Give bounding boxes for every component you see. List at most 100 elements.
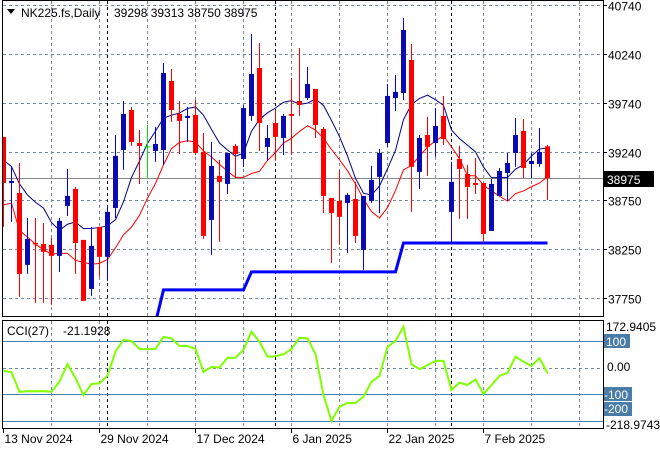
cci-pane[interactable] xyxy=(3,323,603,424)
cci-point xyxy=(354,402,357,404)
cci-point xyxy=(106,375,109,377)
candle-body xyxy=(129,109,134,142)
bearish-candle xyxy=(297,48,302,116)
candle-body xyxy=(3,136,6,183)
bullish-candle xyxy=(121,100,126,170)
cci-point xyxy=(538,357,541,359)
cci-point xyxy=(394,340,397,342)
cci-point xyxy=(3,370,5,372)
cci-point xyxy=(218,366,221,369)
candle-body xyxy=(225,152,230,184)
cci-point xyxy=(442,360,445,362)
candle-body xyxy=(113,155,118,208)
candle-body xyxy=(185,115,190,118)
cci-point xyxy=(242,349,245,351)
bearish-candle xyxy=(289,78,294,155)
bullish-candle xyxy=(489,178,494,231)
cci-point xyxy=(514,356,517,358)
candle-body xyxy=(337,200,342,217)
candle-body xyxy=(305,83,310,99)
bullish-candle xyxy=(305,66,310,100)
bearish-candle xyxy=(49,237,54,305)
cci-point xyxy=(546,372,549,374)
bearish-candle xyxy=(193,99,198,155)
candle-body xyxy=(481,182,486,234)
price-pane[interactable] xyxy=(1,18,603,322)
bullish-candle xyxy=(369,165,374,203)
candle-body xyxy=(537,151,542,164)
candle-body xyxy=(361,195,366,250)
cci-point xyxy=(194,348,197,350)
cci-point xyxy=(466,384,469,386)
bearish-candle xyxy=(3,136,6,227)
candle-body xyxy=(233,145,238,154)
cci-point xyxy=(410,363,413,365)
candle-body xyxy=(385,95,390,143)
cci-title: CCI(27) xyxy=(7,324,49,338)
current-price-label: 38975 xyxy=(607,173,641,187)
cci-point xyxy=(66,363,69,365)
bullish-candle xyxy=(345,192,350,253)
candle-body xyxy=(433,125,438,143)
cci-value: -21.1928 xyxy=(63,324,111,338)
price-pane-border xyxy=(2,0,604,317)
candle-body xyxy=(417,137,422,172)
candle-body xyxy=(473,182,478,185)
cci-point xyxy=(290,348,293,350)
bearish-candle xyxy=(137,129,142,184)
price-tick-label: 37750 xyxy=(608,293,642,307)
cci-point xyxy=(418,368,421,370)
bearish-candle xyxy=(17,162,22,297)
cci-point xyxy=(306,337,309,339)
bullish-candle xyxy=(529,152,534,178)
candle-body xyxy=(457,158,462,169)
cci-point xyxy=(378,375,381,377)
bearish-candle xyxy=(457,145,462,219)
candle-body xyxy=(441,115,446,139)
time-tick-label: 7 Feb 2025 xyxy=(485,432,546,446)
cci-point xyxy=(26,390,29,392)
doji-candle xyxy=(144,124,151,179)
bearish-candle xyxy=(129,106,134,146)
bearish-candle xyxy=(545,144,550,201)
candle-body xyxy=(465,173,470,187)
candle-body xyxy=(409,59,414,167)
candle-body xyxy=(257,68,262,123)
candle-body xyxy=(41,243,46,252)
bullish-candle xyxy=(161,63,166,165)
cci-point xyxy=(226,357,229,359)
candle-body xyxy=(377,152,382,177)
cci-level-100-label: 100 xyxy=(606,335,626,349)
candle-body xyxy=(193,114,198,153)
candle-body xyxy=(329,197,334,213)
bullish-candle xyxy=(89,226,94,296)
cci-point xyxy=(162,336,165,338)
bullish-candle xyxy=(417,134,422,189)
cci-point xyxy=(266,356,269,358)
cci-point xyxy=(42,390,45,392)
bearish-candle xyxy=(81,239,86,301)
cci-point xyxy=(474,378,477,381)
candle-body xyxy=(313,88,318,125)
candle-body xyxy=(369,179,374,201)
cci-point xyxy=(322,394,325,396)
time-tick-label: 17 Dec 2024 xyxy=(197,432,265,446)
candle-body xyxy=(529,160,534,164)
cci-point xyxy=(362,396,365,398)
dropdown-triangle-icon[interactable] xyxy=(7,9,15,14)
cci-point xyxy=(82,394,85,396)
candle-body xyxy=(545,146,550,178)
cci-point xyxy=(298,337,301,339)
cci-point xyxy=(506,372,509,374)
candle-body xyxy=(281,115,286,138)
cci-point xyxy=(490,384,493,386)
cci-point xyxy=(370,381,373,383)
bullish-candle xyxy=(449,161,454,242)
bearish-candle xyxy=(169,68,174,122)
support-step-line xyxy=(155,241,548,316)
bearish-candle xyxy=(313,88,318,138)
bearish-candle xyxy=(425,116,430,176)
bullish-candle xyxy=(513,117,518,167)
bearish-candle xyxy=(33,217,38,303)
